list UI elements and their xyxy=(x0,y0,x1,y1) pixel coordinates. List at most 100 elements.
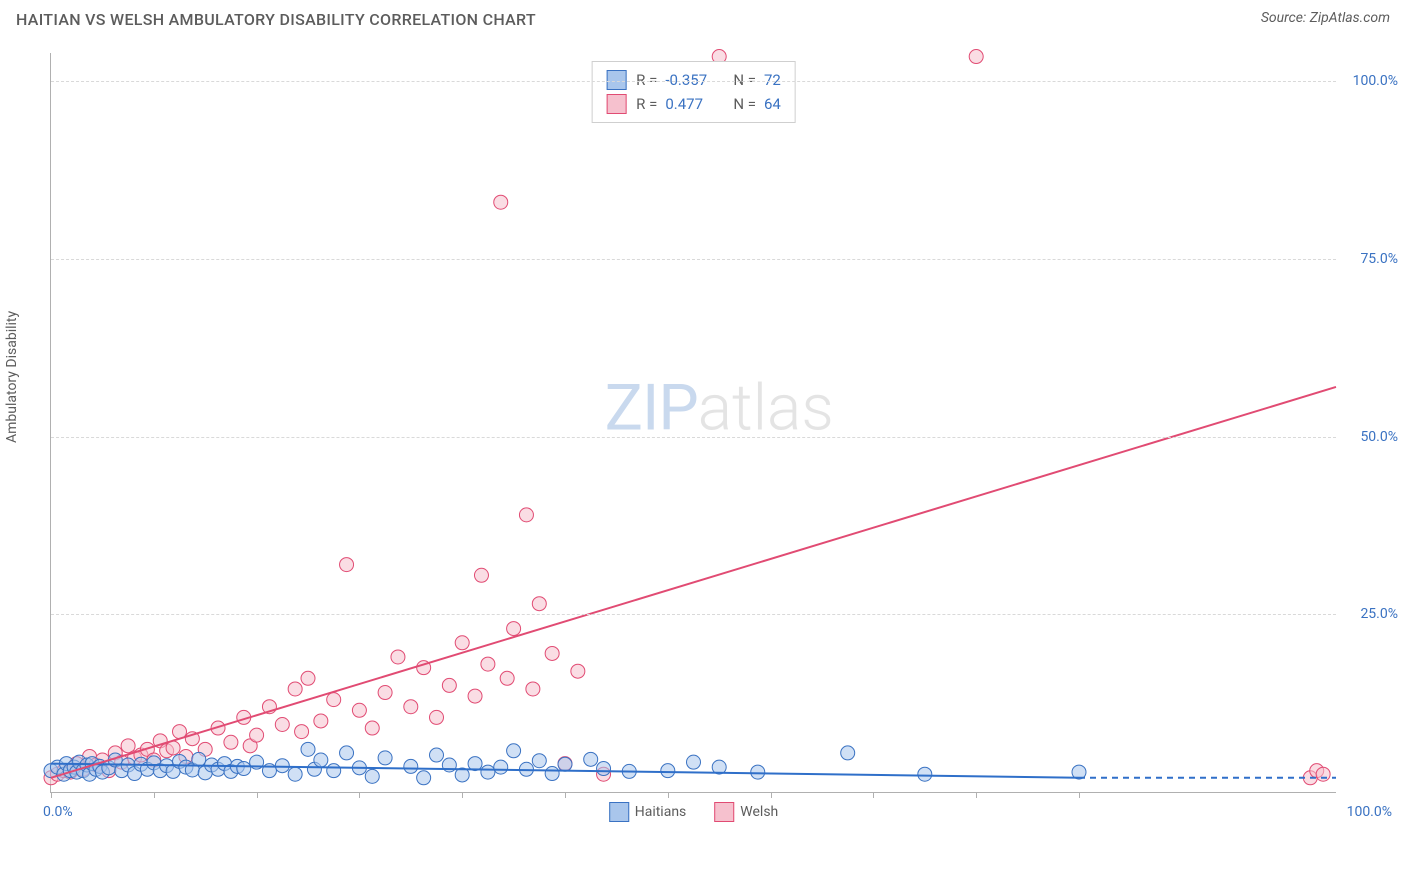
x-tick xyxy=(771,792,772,798)
x-tick xyxy=(257,792,258,798)
y-tick-label: 50.0% xyxy=(1360,429,1398,445)
data-point xyxy=(751,765,765,779)
x-tick xyxy=(668,792,669,798)
data-point xyxy=(545,646,559,660)
data-point xyxy=(391,650,405,664)
data-point xyxy=(295,725,309,739)
correlation-stats-box: R = -0.357 N = 72 R = 0.477 N = 64 xyxy=(591,61,796,123)
stats-row-welsh: R = 0.477 N = 64 xyxy=(606,92,781,116)
data-point xyxy=(532,754,546,768)
data-point xyxy=(404,759,418,773)
welsh-r-value: 0.477 xyxy=(665,92,717,116)
y-tick-label: 100.0% xyxy=(1353,73,1398,89)
data-point xyxy=(532,597,546,611)
x-tick xyxy=(1079,792,1080,798)
x-tick xyxy=(976,792,977,798)
data-point xyxy=(494,195,508,209)
y-tick-label: 25.0% xyxy=(1360,606,1398,622)
data-point xyxy=(687,755,701,769)
x-tick xyxy=(51,792,52,798)
data-point xyxy=(519,508,533,522)
data-point xyxy=(661,764,675,778)
data-point xyxy=(481,657,495,671)
r-label: R = xyxy=(636,68,657,92)
data-point xyxy=(468,689,482,703)
data-point xyxy=(365,769,379,783)
chart-title: HAITIAN VS WELSH AMBULATORY DISABILITY C… xyxy=(16,10,536,29)
data-point xyxy=(841,746,855,760)
data-point xyxy=(442,678,456,692)
data-point xyxy=(597,762,611,776)
data-point xyxy=(340,746,354,760)
data-point xyxy=(430,748,444,762)
data-point xyxy=(558,757,572,771)
data-point xyxy=(250,728,264,742)
haitians-legend-swatch-icon xyxy=(609,802,629,822)
data-point xyxy=(507,744,521,758)
r-label: R = xyxy=(636,92,657,116)
data-point xyxy=(571,664,585,678)
data-point xyxy=(918,767,932,781)
data-point xyxy=(288,682,302,696)
data-point xyxy=(526,682,540,696)
legend: Haitians Welsh xyxy=(609,802,779,822)
y-axis-label: Ambulatory Disability xyxy=(4,311,20,443)
data-point xyxy=(417,771,431,785)
legend-item-haitians: Haitians xyxy=(609,802,687,822)
welsh-swatch-icon xyxy=(606,94,626,114)
data-point xyxy=(494,760,508,774)
gridline xyxy=(51,614,1336,615)
haitians-r-value: -0.357 xyxy=(665,68,717,92)
data-point xyxy=(404,700,418,714)
data-point xyxy=(237,762,251,776)
data-point xyxy=(301,671,315,685)
data-point xyxy=(327,764,341,778)
data-point xyxy=(507,622,521,636)
data-point xyxy=(481,765,495,779)
n-label: N = xyxy=(733,92,756,116)
y-tick-label: 75.0% xyxy=(1360,251,1398,267)
data-point xyxy=(969,50,983,64)
haitians-swatch-icon xyxy=(606,70,626,90)
data-point xyxy=(327,693,341,707)
haitians-n-value: 72 xyxy=(764,68,781,92)
x-tick xyxy=(462,792,463,798)
data-point xyxy=(500,671,514,685)
data-point xyxy=(275,717,289,731)
x-tick xyxy=(565,792,566,798)
data-point xyxy=(378,686,392,700)
welsh-n-value: 64 xyxy=(764,92,781,116)
x-tick xyxy=(154,792,155,798)
gridline xyxy=(51,437,1336,438)
legend-label-welsh: Welsh xyxy=(740,804,778,820)
data-point xyxy=(314,714,328,728)
data-point xyxy=(301,742,315,756)
source-attribution: Source: ZipAtlas.com xyxy=(1261,10,1390,26)
data-point xyxy=(474,568,488,582)
data-point xyxy=(352,703,366,717)
data-point xyxy=(584,752,598,766)
data-point xyxy=(340,558,354,572)
x-tick xyxy=(873,792,874,798)
x-tick xyxy=(359,792,360,798)
data-point xyxy=(378,751,392,765)
gridline xyxy=(51,259,1336,260)
data-point xyxy=(1316,767,1330,781)
gridline xyxy=(51,81,1336,82)
plot-area: ZIPatlas R = -0.357 N = 72 R = 0.477 N =… xyxy=(50,53,1336,793)
data-point xyxy=(545,767,559,781)
x-axis-min-label: 0.0% xyxy=(43,804,73,820)
data-point xyxy=(455,636,469,650)
legend-label-haitians: Haitians xyxy=(635,804,687,820)
data-point xyxy=(314,753,328,767)
regression-line xyxy=(51,387,1336,778)
legend-item-welsh: Welsh xyxy=(714,802,778,822)
x-axis-max-label: 100.0% xyxy=(1347,804,1392,820)
data-point xyxy=(224,735,238,749)
stats-row-haitians: R = -0.357 N = 72 xyxy=(606,68,781,92)
data-point xyxy=(365,721,379,735)
n-label: N = xyxy=(733,68,756,92)
scatter-plot-svg xyxy=(51,53,1336,792)
data-point xyxy=(192,752,206,766)
welsh-legend-swatch-icon xyxy=(714,802,734,822)
